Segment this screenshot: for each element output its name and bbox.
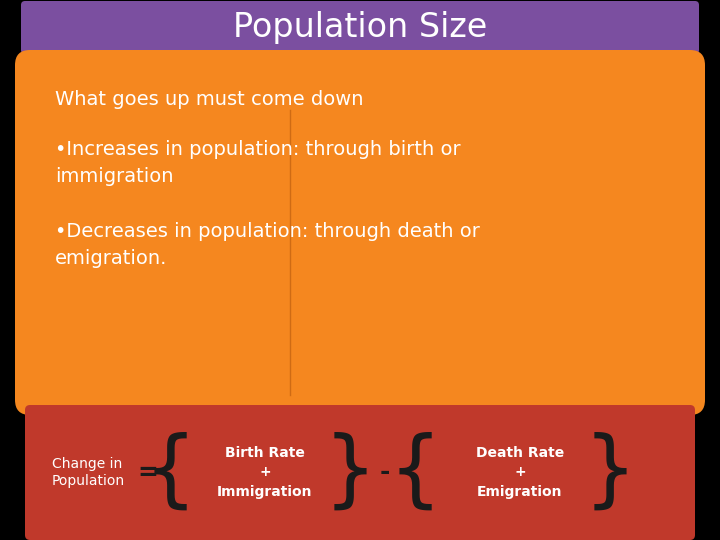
Text: Population Size: Population Size — [233, 11, 487, 44]
Text: Birth Rate
+
Immigration: Birth Rate + Immigration — [217, 446, 312, 499]
Text: Change in
Population: Change in Population — [52, 457, 125, 488]
Text: =: = — [138, 461, 158, 484]
FancyBboxPatch shape — [25, 405, 695, 540]
Text: -: - — [380, 461, 390, 484]
Text: •Decreases in population: through death or
emigration.: •Decreases in population: through death … — [55, 222, 480, 267]
FancyBboxPatch shape — [21, 1, 699, 54]
Text: Death Rate
+
Emigration: Death Rate + Emigration — [476, 446, 564, 499]
Text: What goes up must come down: What goes up must come down — [55, 90, 364, 109]
Text: }: } — [583, 432, 636, 513]
Text: {: { — [143, 432, 197, 513]
FancyBboxPatch shape — [15, 50, 705, 415]
Text: {: { — [388, 432, 441, 513]
Text: •Increases in population: through birth or
immigration: •Increases in population: through birth … — [55, 140, 461, 186]
Text: }: } — [323, 432, 377, 513]
